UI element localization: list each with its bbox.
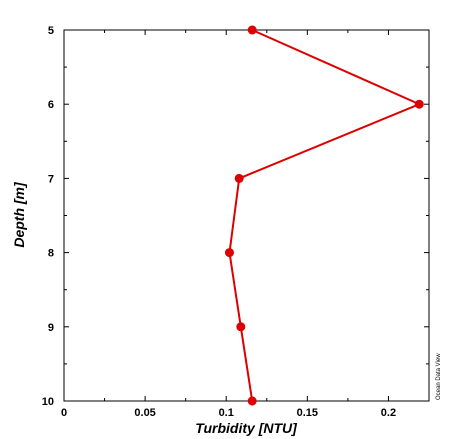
y-axis-label: Depth [m] [11,181,27,248]
y-tick-label: 9 [48,322,54,334]
data-point [247,25,257,35]
x-axis-ticks: 0 0.05 0.1 0.15 0.2 [61,30,396,419]
y-tick-label: 8 [48,248,54,260]
x-axis-label: Turbidity [NTU] [195,420,298,436]
x-tick-label: 0.2 [381,407,396,419]
y-tick-label: 7 [48,173,54,185]
series-layer [224,25,424,406]
x-tick-label: 0 [61,407,67,419]
x-tick-label: 0.15 [297,407,318,419]
data-point [224,248,234,258]
series-line [228,29,422,402]
x-tick-label: 0.1 [219,407,234,419]
plot-frame [63,29,430,402]
y-tick-label: 10 [42,396,54,408]
y-tick-label: 5 [48,25,54,37]
data-point [247,396,257,406]
data-point [234,173,244,183]
data-point [236,322,246,332]
watermark-label: Ocean Data View [436,353,442,400]
x-tick-label: 0.05 [134,407,155,419]
data-point [414,99,424,109]
y-tick-label: 6 [48,99,54,111]
y-axis-ticks: 5 6 7 8 9 10 [42,25,429,408]
